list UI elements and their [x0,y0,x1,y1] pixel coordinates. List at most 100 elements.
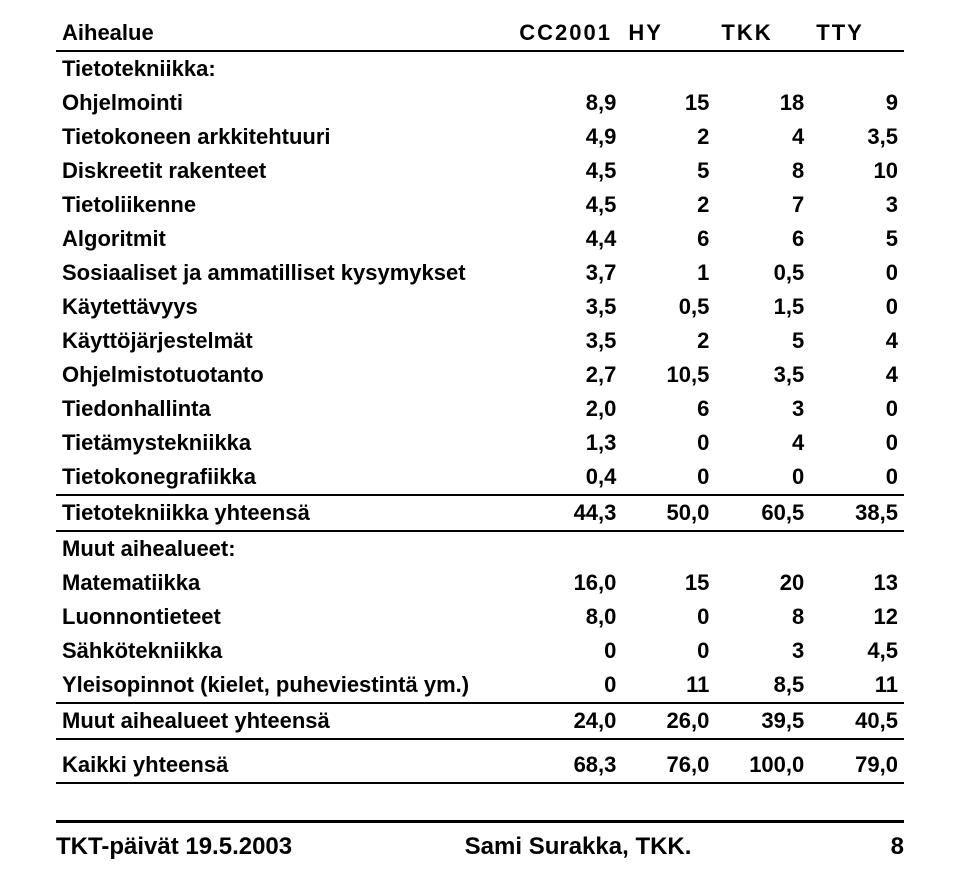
cell: 12 [810,600,904,634]
cell: 3,7 [513,256,622,290]
cell: 4 [715,426,810,460]
cell: 9 [810,86,904,120]
col-header-tkk: TKK [715,16,810,51]
cell: 18 [715,86,810,120]
cell: 3,5 [513,290,622,324]
page-footer: TKT-päivät 19.5.2003 Sami Surakka, TKK. … [56,833,904,873]
cell: 13 [810,566,904,600]
cell: 4,5 [810,634,904,668]
cell: 8 [715,600,810,634]
cell: 20 [715,566,810,600]
cell: 68,3 [513,748,622,783]
cell: 44,3 [513,495,622,531]
row-label: Tietämystekniikka [56,426,513,460]
cell: 0 [622,460,715,495]
table-row: Tiedonhallinta 2,0 6 3 0 [56,392,904,426]
cell: 4 [715,120,810,154]
cell: 2,0 [513,392,622,426]
cell: 1,3 [513,426,622,460]
cell: 2 [622,188,715,222]
row-label: Ohjelmistotuotanto [56,358,513,392]
row-label: Sähkötekniikka [56,634,513,668]
col-header-hy: HY [622,16,715,51]
cell: 6 [715,222,810,256]
cell: 8,0 [513,600,622,634]
cell: 0 [622,600,715,634]
cell: 10 [810,154,904,188]
cell: 2 [622,324,715,358]
table-row: Yleisopinnot (kielet, puheviestintä ym.)… [56,668,904,703]
section1-total-row: Tietotekniikka yhteensä 44,3 50,0 60,5 3… [56,495,904,531]
cell: 15 [622,566,715,600]
cell: 0 [810,392,904,426]
section1-title: Tietotekniikka: [56,51,904,86]
cell: 11 [810,668,904,703]
cell: 0 [715,460,810,495]
cell: 4 [810,358,904,392]
row-label: Diskreetit rakenteet [56,154,513,188]
cell: 3,5 [513,324,622,358]
row-label: Sosiaaliset ja ammatilliset kysymykset [56,256,513,290]
row-label: Tietokonegrafiikka [56,460,513,495]
row-label: Ohjelmointi [56,86,513,120]
cell: 3 [715,392,810,426]
cell: 5 [810,222,904,256]
table-row: Sähkötekniikka 0 0 3 4,5 [56,634,904,668]
row-label: Tietotekniikka yhteensä [56,495,513,531]
cell: 6 [622,222,715,256]
cell: 5 [715,324,810,358]
cell: 38,5 [810,495,904,531]
grand-total-row: Kaikki yhteensä 68,3 76,0 100,0 79,0 [56,748,904,783]
table-row: Käyttöjärjestelmät 3,5 2 5 4 [56,324,904,358]
row-label: Tiedonhallinta [56,392,513,426]
section2-title-row: Muut aihealueet: [56,531,904,566]
cell: 0,4 [513,460,622,495]
section2-title: Muut aihealueet: [56,531,904,566]
cell: 10,5 [622,358,715,392]
table-row: Algoritmit 4,4 6 6 5 [56,222,904,256]
cell: 2,7 [513,358,622,392]
cell: 3 [715,634,810,668]
cell: 3 [810,188,904,222]
cell: 8,5 [715,668,810,703]
cell: 4,5 [513,154,622,188]
cell: 7 [715,188,810,222]
cell: 24,0 [513,703,622,739]
table-row: Tietokoneen arkkitehtuuri 4,9 2 4 3,5 [56,120,904,154]
page: Aihealue CC2001 HY TKK TTY Tietotekniikk… [0,0,960,873]
col-header-cc2001: CC2001 [513,16,622,51]
table-row: Luonnontieteet 8,0 0 8 12 [56,600,904,634]
row-label: Tietokoneen arkkitehtuuri [56,120,513,154]
cell: 5 [622,154,715,188]
cell: 0 [810,426,904,460]
table-row: Diskreetit rakenteet 4,5 5 8 10 [56,154,904,188]
table-row: Matematiikka 16,0 15 20 13 [56,566,904,600]
table-row: Tietokonegrafiikka 0,4 0 0 0 [56,460,904,495]
cell: 79,0 [810,748,904,783]
row-label: Yleisopinnot (kielet, puheviestintä ym.) [56,668,513,703]
col-header-label: Aihealue [56,16,513,51]
cell: 0,5 [715,256,810,290]
cell: 8 [715,154,810,188]
cell: 3,5 [715,358,810,392]
cell: 0,5 [622,290,715,324]
table-row: Tietämystekniikka 1,3 0 4 0 [56,426,904,460]
footer-page-number: 8 [864,833,904,861]
cell: 3,5 [810,120,904,154]
row-label: Luonnontieteet [56,600,513,634]
section1-title-row: Tietotekniikka: [56,51,904,86]
cell: 0 [622,634,715,668]
cell: 1 [622,256,715,290]
table-header-row: Aihealue CC2001 HY TKK TTY [56,16,904,51]
cell: 0 [810,460,904,495]
cell: 4,9 [513,120,622,154]
cell: 2 [622,120,715,154]
cell: 4,5 [513,188,622,222]
col-header-tty: TTY [810,16,904,51]
table-row: Tietoliikenne 4,5 2 7 3 [56,188,904,222]
table-row: Ohjelmointi 8,9 15 18 9 [56,86,904,120]
row-label: Muut aihealueet yhteensä [56,703,513,739]
cell: 39,5 [715,703,810,739]
cell: 8,9 [513,86,622,120]
footer-left: TKT-päivät 19.5.2003 [56,833,292,861]
